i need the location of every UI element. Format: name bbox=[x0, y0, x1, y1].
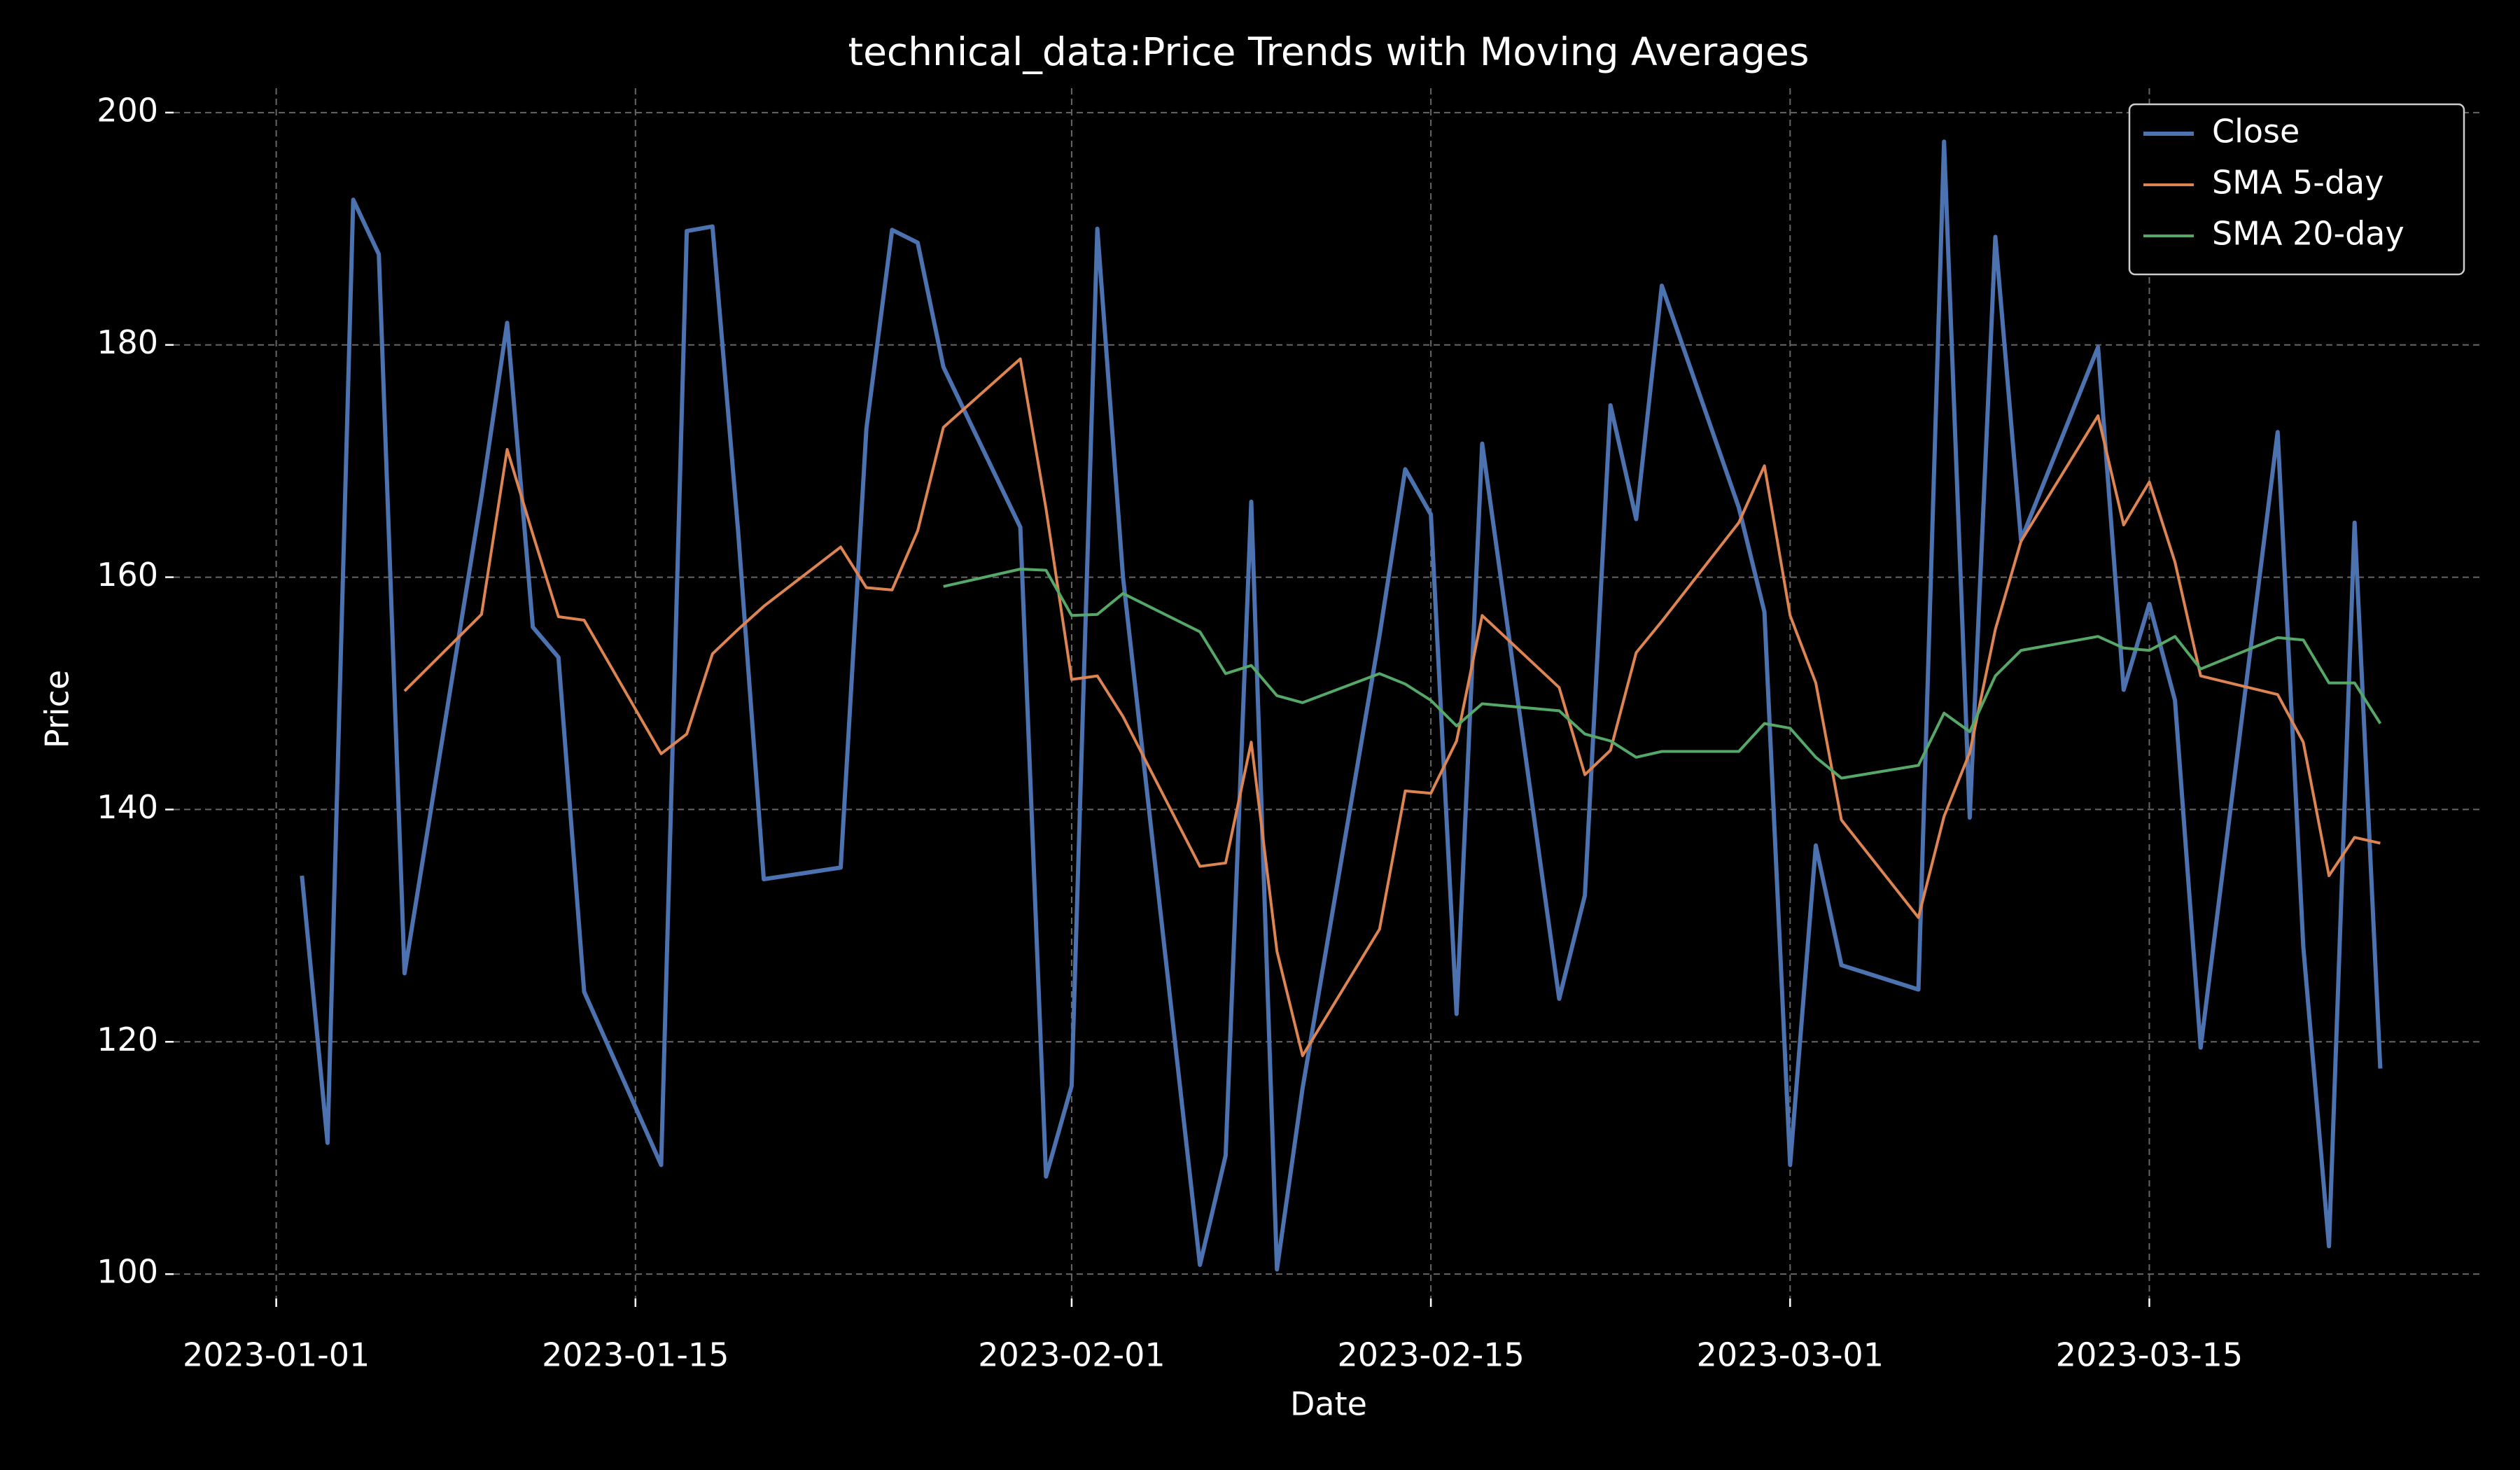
y-tick-label: 160 bbox=[97, 556, 158, 594]
legend-label: Close bbox=[2212, 113, 2300, 150]
y-tick-label: 100 bbox=[97, 1253, 158, 1291]
line-series bbox=[300, 139, 2383, 1272]
x-tick-label: 2023-03-01 bbox=[1697, 1336, 1884, 1374]
line-series bbox=[943, 568, 2382, 780]
x-tick-label: 2023-01-01 bbox=[183, 1336, 370, 1374]
y-tick-label: 180 bbox=[97, 323, 158, 361]
chart-title: technical_data:Price Trends with Moving … bbox=[848, 29, 1809, 74]
y-axis-label: Price bbox=[38, 670, 76, 748]
legend: Close SMA 5-day SMA 20-day bbox=[2128, 103, 2465, 276]
x-axis-label: Date bbox=[1290, 1385, 1367, 1423]
x-tick-label: 2023-03-15 bbox=[2056, 1336, 2243, 1374]
x-tick-label: 2023-02-15 bbox=[1337, 1336, 1524, 1374]
y-tick-label: 200 bbox=[97, 91, 158, 129]
legend-label: SMA 20-day bbox=[2212, 215, 2404, 253]
line-series bbox=[403, 357, 2381, 1058]
y-tick-label: 120 bbox=[97, 1021, 158, 1058]
y-tick-label: 140 bbox=[97, 788, 158, 826]
legend-label: SMA 5-day bbox=[2212, 164, 2384, 202]
x-tick-label: 2023-02-01 bbox=[978, 1336, 1165, 1374]
legend-box bbox=[2128, 103, 2465, 276]
x-tick-label: 2023-01-15 bbox=[542, 1336, 729, 1374]
